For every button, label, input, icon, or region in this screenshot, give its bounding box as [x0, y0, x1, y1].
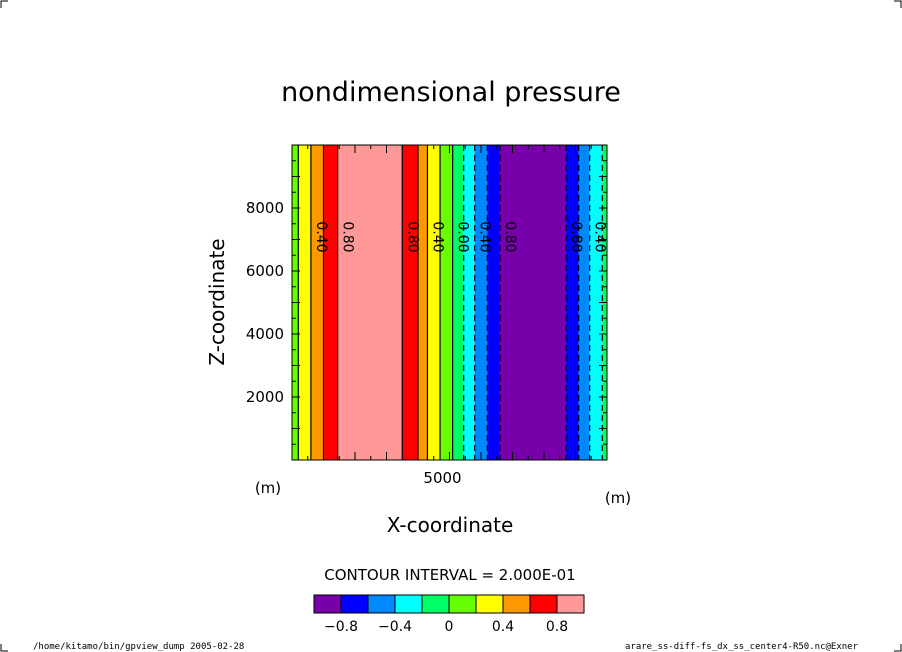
contour-label: 0.00: [455, 221, 471, 252]
contour-band: [402, 145, 418, 460]
contour-band: [463, 145, 475, 460]
contour-label: 0.80: [568, 221, 584, 252]
contour-band: [499, 145, 567, 460]
contour-band: [427, 145, 441, 460]
contour-band: [474, 145, 488, 460]
contour-band: [578, 145, 590, 460]
colorbar-swatch: [529, 594, 558, 614]
contour-band: [589, 145, 603, 460]
colorbar-swatch: [475, 594, 504, 614]
y-tick-label: 2000: [246, 388, 284, 406]
contour-band: [310, 145, 324, 460]
colorbar-tick-label: −0.8: [324, 619, 358, 635]
colorbar-swatch: [556, 594, 585, 614]
x-axis-label: X-coordinate: [387, 513, 514, 537]
contour-label: 0.40: [592, 221, 608, 252]
footer-left: /home/kitamo/bin/gpview_dump 2005-02-28: [33, 642, 244, 652]
contour-label: 0.40: [313, 221, 329, 252]
contour-band: [337, 145, 403, 460]
plot-area: 0.40 0.80 0.80 0.40 0.00 0.40 0.80 0.80 0.40 200…: [246, 144, 608, 487]
colorbar-swatch: [340, 594, 369, 614]
contour-label: 0.40: [477, 221, 493, 252]
colorbar: [313, 594, 585, 614]
contour-interval-label: CONTOUR INTERVAL = 2.000E-01: [324, 566, 575, 584]
colorbar-swatch: [448, 594, 477, 614]
y-axis-unit: (m): [255, 479, 281, 497]
contour-label: 0.80: [404, 221, 420, 252]
colorbar-tick-label: 0.4: [492, 619, 514, 635]
axis-ticks: [292, 145, 607, 460]
contour-band: [440, 145, 453, 460]
contour-lines: [297, 145, 603, 460]
contour-band: [487, 145, 500, 460]
y-axis-label: Z-coordinate: [205, 238, 229, 365]
contour-fill-bands: [292, 145, 607, 460]
contour-band: [298, 145, 311, 460]
chart-title: nondimensional pressure: [281, 77, 621, 108]
contour-label: 0.40: [429, 221, 445, 252]
contour-band: [323, 145, 338, 460]
colorbar-tick-label: 0.8: [546, 619, 568, 635]
contour-band: [452, 145, 464, 460]
contour-labels: 0.40 0.80 0.80 0.40 0.00 0.40 0.80 0.80 0.40: [313, 221, 608, 252]
colorbar-swatch: [313, 594, 342, 614]
y-tick-label: 4000: [246, 325, 284, 343]
contour-band: [418, 145, 428, 460]
contour-label: 0.80: [340, 221, 356, 252]
x-axis-unit: (m): [605, 489, 631, 507]
contour-label: 0.80: [502, 221, 518, 252]
footer-right: arare_ss-diff-fs_dx_ss_center4-R50.nc@Ex…: [625, 642, 859, 652]
colorbar-swatch: [367, 594, 396, 614]
colorbar-swatch: [394, 594, 423, 614]
colorbar-swatch: [502, 594, 531, 614]
colorbar-tick-label: 0: [445, 619, 454, 635]
contour-band: [566, 145, 579, 460]
axis-tick-labels: 2000 4000 6000 8000 5000: [246, 199, 462, 487]
y-tick-label: 8000: [246, 199, 284, 217]
x-tick-label: 5000: [423, 469, 461, 487]
colorbar-tick-labels: −0.8 −0.4 0 0.4 0.8: [324, 619, 568, 635]
y-tick-label: 6000: [246, 262, 284, 280]
colorbar-swatch: [421, 594, 450, 614]
colorbar-tick-label: −0.4: [378, 619, 412, 635]
